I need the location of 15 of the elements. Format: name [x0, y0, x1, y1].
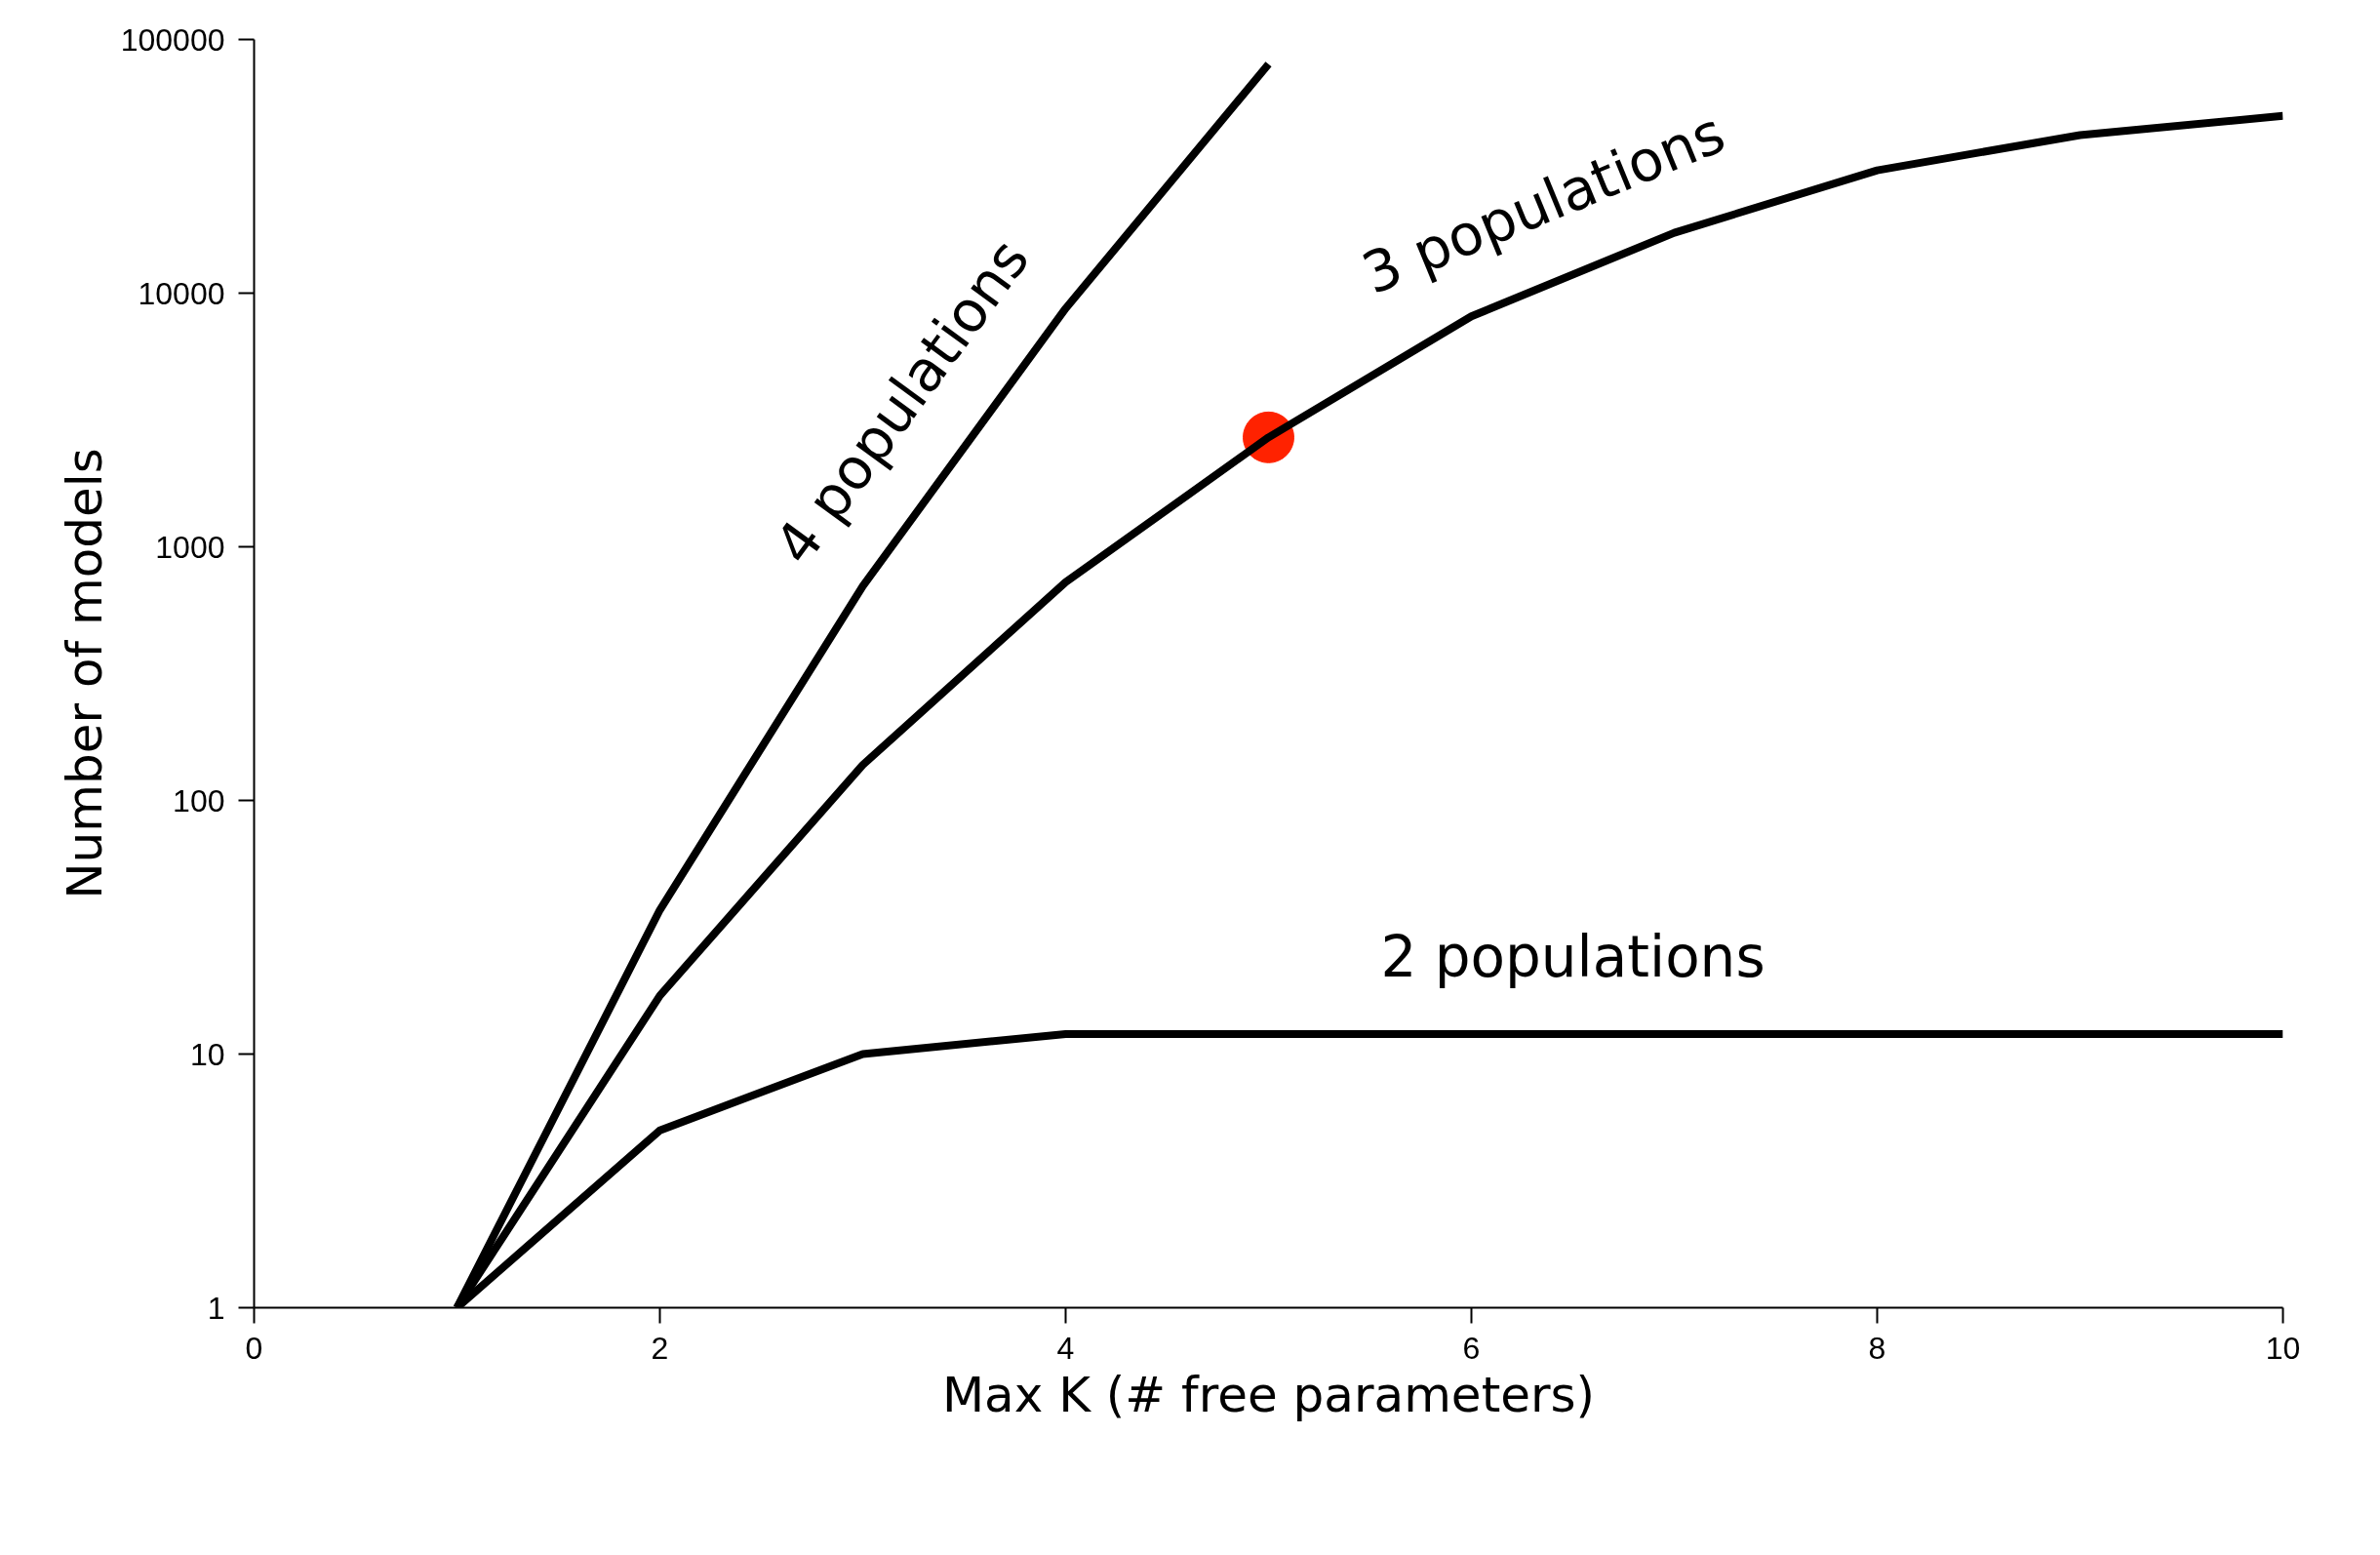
y-tick-label: 100000	[120, 21, 225, 58]
x-axis-title: Max K (# free parameters)	[941, 1366, 1596, 1423]
y-axis-title: Number of models	[56, 448, 113, 899]
y-tick-label: 10000	[138, 275, 225, 311]
x-tick-label: 6	[1462, 1330, 1481, 1366]
y-tick-label: 10	[189, 1036, 225, 1072]
y-tick-label: 1000	[155, 529, 225, 565]
x-tick-label: 8	[1868, 1330, 1886, 1366]
y-tick-label: 100	[173, 782, 225, 818]
x-tick-label: 10	[2265, 1330, 2301, 1366]
x-tick-label: 4	[1056, 1330, 1075, 1366]
y-tick-label: 1	[207, 1290, 225, 1326]
x-tick-label: 2	[651, 1330, 669, 1366]
x-tick-label: 0	[245, 1330, 263, 1366]
series-label: 2 populations	[1380, 923, 1765, 990]
